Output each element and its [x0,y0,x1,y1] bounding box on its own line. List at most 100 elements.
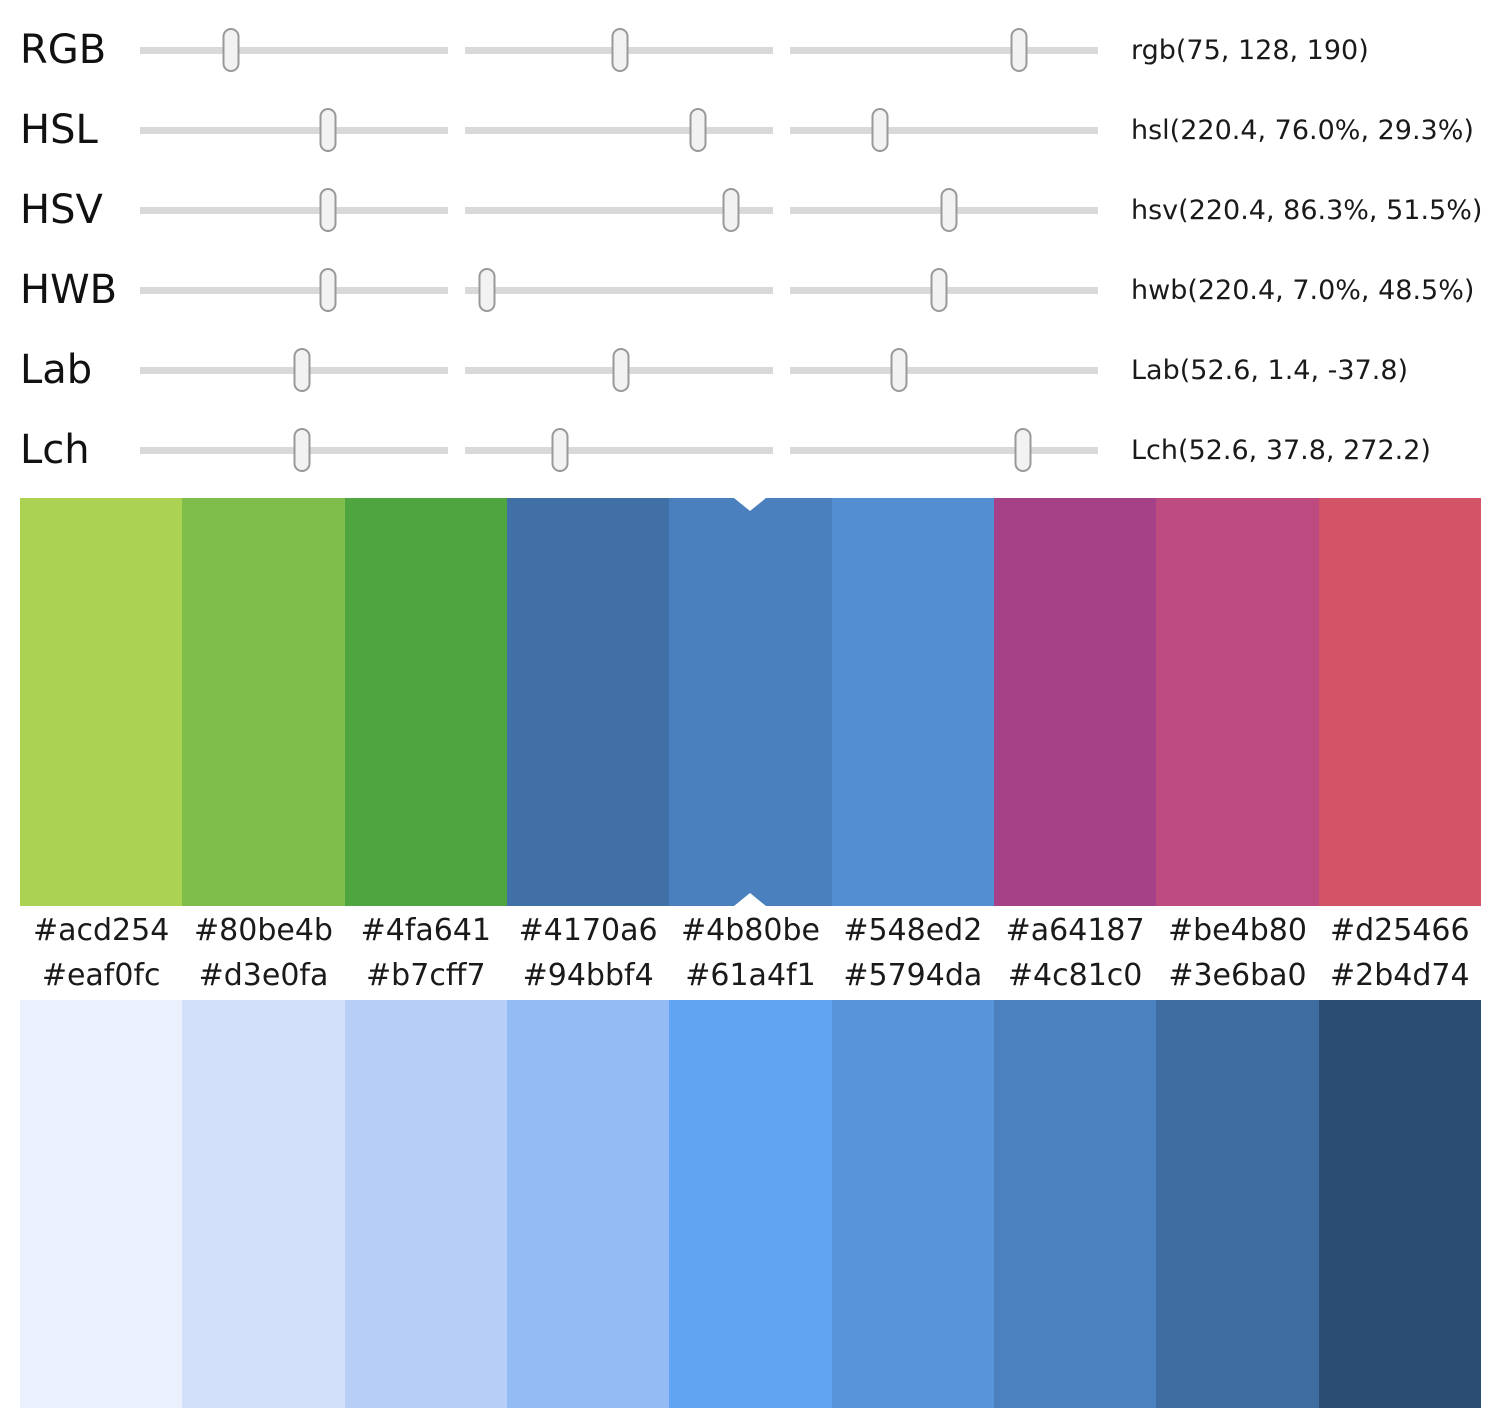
swatch-hex-label: #3e6ba0 [1168,958,1307,993]
swatch-hex-label: #eaf0fc [41,958,161,993]
swatch-hex-label: #4c81c0 [1007,958,1143,993]
palette-swatch[interactable] [669,1000,832,1408]
palette-labels: #acd254 #80be4b #4fa641 #4170a6 #4b80be #548e… [20,906,1481,957]
swatch-hex-label: #80be4b [194,913,333,948]
slider-track[interactable] [140,426,448,474]
slider-track[interactable] [790,186,1098,234]
slider-track[interactable] [790,266,1098,314]
hue-palette: #acd254 #80be4b #4fa641 #4170a6 #4b80be #548e… [20,498,1481,957]
swatch-hex-label: #5794da [843,958,983,993]
palette-swatch[interactable] [182,1000,345,1408]
lightness-palette: #eaf0fc #d3e0fa #b7cff7 #94bbf4 #61a4f1 #5794… [20,957,1481,1408]
slider-track-bar[interactable] [465,446,773,454]
slider-row-label: Lab [20,347,93,393]
palette-swatch[interactable] [182,498,345,906]
slider-track[interactable] [465,266,773,314]
slider-value: Lab(52.6, 1.4, -37.8) [1131,354,1409,386]
palette-swatch[interactable] [344,498,507,906]
swatch-hex-label: #d3e0fa [198,958,329,993]
slider-thumb-icon[interactable] [940,188,958,232]
slider-row-lch: Lch Lch(52.6, 37.8, 272.2) [20,410,1501,490]
slider-track[interactable] [465,426,773,474]
palette-swatch[interactable] [1156,498,1319,906]
slider-thumb-icon[interactable] [293,428,311,472]
swatch-hex-label: #2b4d74 [1330,958,1470,993]
palette-swatch[interactable] [1318,1000,1481,1408]
slider-thumb-icon[interactable] [890,348,908,392]
palette-swatch[interactable] [20,1000,183,1408]
slider-track-bar[interactable] [790,366,1098,374]
palette-swatch[interactable] [20,498,183,906]
slider-thumb-icon[interactable] [293,348,311,392]
slider-value: Lch(52.6, 37.8, 272.2) [1131,434,1431,466]
slider-track[interactable] [465,186,773,234]
slider-track-bar[interactable] [140,286,448,294]
palette-swatch[interactable] [506,498,670,906]
slider-thumb-icon[interactable] [319,108,337,152]
slider-value: hsv(220.4, 86.3%, 51.5%) [1131,194,1483,226]
slider-thumb-icon[interactable] [722,188,740,232]
slider-track[interactable] [465,26,773,74]
slider-value: hwb(220.4, 7.0%, 48.5%) [1131,274,1475,306]
swatch-hex-label: #4fa641 [360,913,492,948]
slider-track[interactable] [140,26,448,74]
slider-track-bar[interactable] [140,46,448,54]
slider-thumb-icon[interactable] [611,28,629,72]
slider-thumb-icon[interactable] [319,188,337,232]
slider-track[interactable] [465,106,773,154]
slider-thumb-icon[interactable] [930,268,948,312]
slider-thumb-icon[interactable] [689,108,707,152]
swatch-hex-label: #4170a6 [518,913,658,948]
slider-row-label: HSL [20,107,98,153]
slider-row-hsv: HSV hsv(220.4, 86.3%, 51.5%) [20,170,1501,250]
slider-thumb-icon[interactable] [1014,428,1032,472]
swatch-hex-label: #a64187 [1005,913,1145,948]
slider-track[interactable] [140,106,448,154]
palette-swatch[interactable] [669,498,832,906]
slider-track-bar[interactable] [465,286,773,294]
slider-thumb-icon[interactable] [551,428,569,472]
slider-track-bar[interactable] [465,206,773,214]
slider-track[interactable] [140,266,448,314]
slider-track[interactable] [790,426,1098,474]
slider-track[interactable] [790,26,1098,74]
palette-swatch[interactable] [831,498,994,906]
palette-swatch[interactable] [344,1000,507,1408]
slider-track[interactable] [790,346,1098,394]
slider-thumb-icon[interactable] [871,108,889,152]
slider-track-bar[interactable] [790,126,1098,134]
slider-row-label: HSV [20,187,103,233]
slider-track-bar[interactable] [140,126,448,134]
slider-track-bar[interactable] [790,446,1098,454]
slider-track-bar[interactable] [140,206,448,214]
slider-thumb-icon[interactable] [222,28,240,72]
swatch-hex-label: #4b80be [681,913,820,948]
slider-track-bar[interactable] [790,46,1098,54]
palette-swatch[interactable] [1318,498,1481,906]
slider-thumb-icon[interactable] [1010,28,1028,72]
color-sliders-panel: RGB rgb(75, 128, 190) HSL hsl(220.4, [0,0,1501,490]
palette-swatch[interactable] [1156,1000,1319,1408]
slider-thumb-icon[interactable] [319,268,337,312]
slider-thumb-icon[interactable] [478,268,496,312]
palette-swatch[interactable] [993,498,1157,906]
slider-thumb-icon[interactable] [612,348,630,392]
palette-swatch[interactable] [993,1000,1157,1408]
slider-track[interactable] [790,106,1098,154]
palette-swatch[interactable] [831,1000,994,1408]
swatch-hex-label: #94bbf4 [522,958,654,993]
slider-track-bar[interactable] [465,126,773,134]
selected-swatch-notch-bottom-icon [734,893,767,906]
palette-strip [20,498,1481,906]
slider-track[interactable] [140,346,448,394]
swatch-hex-label: #acd254 [33,913,170,948]
slider-track[interactable] [140,186,448,234]
slider-track[interactable] [465,346,773,394]
slider-row-label: RGB [20,27,107,73]
slider-row-hwb: HWB hwb(220.4, 7.0%, 48.5%) [20,250,1501,330]
swatch-hex-label: #d25466 [1329,913,1470,948]
slider-row-hsl: HSL hsl(220.4, 76.0%, 29.3%) [20,90,1501,170]
slider-value: hsl(220.4, 76.0%, 29.3%) [1131,114,1474,146]
slider-row-label: HWB [20,267,118,313]
palette-swatch[interactable] [506,1000,670,1408]
